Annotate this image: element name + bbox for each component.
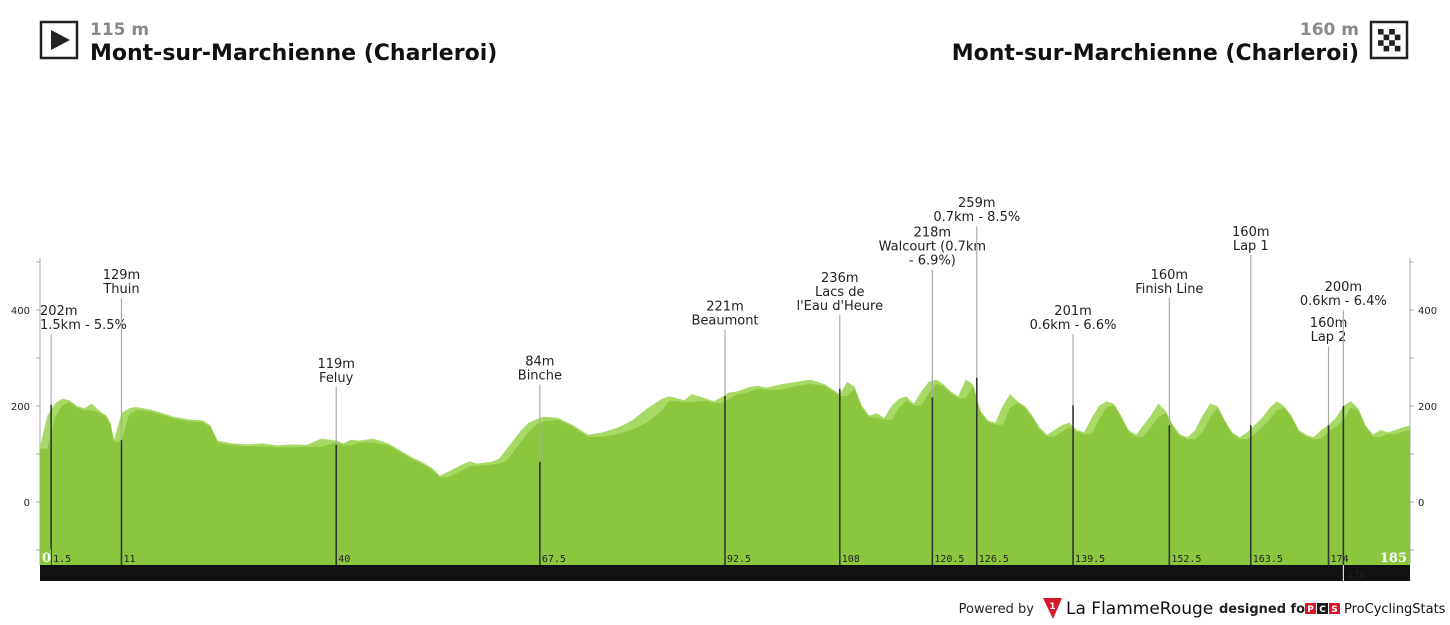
km-start-box xyxy=(40,549,51,565)
marker-label: 0.7km - 8.5% xyxy=(933,210,1020,225)
powered-by-text: Powered by xyxy=(959,602,1035,617)
marker-label: - 6.9%) xyxy=(909,253,956,268)
checker-square xyxy=(1394,45,1401,52)
km-label: 108 xyxy=(842,554,860,565)
marker-label: 221m xyxy=(706,299,743,314)
km-label: 185 xyxy=(1380,551,1407,566)
distance-bar: 0 1.5 11 40 67.5 92.5 108 120.5 126.5 139.5 152.5 1… xyxy=(40,549,1410,581)
pcs-logo-letter: C xyxy=(1319,605,1326,615)
procyclingstats-name: ProCyclingStats xyxy=(1344,602,1446,617)
marker-label: Lap 1 xyxy=(1233,239,1269,254)
km-label: 126.5 xyxy=(979,554,1009,565)
marker-label: Beaumont xyxy=(691,313,758,328)
km-label: 120.5 xyxy=(934,554,964,565)
marker-label: Walcourt (0.7km xyxy=(879,239,986,254)
pcs-logo-letter: S xyxy=(1331,605,1337,615)
marker-label: 202m xyxy=(40,304,77,319)
marker-label: 160m xyxy=(1232,225,1269,240)
marker-label: 236m xyxy=(821,271,858,286)
marker-label: Feluy xyxy=(319,371,354,386)
flamme-rouge-brand: La FlammeRouge xyxy=(1066,599,1213,619)
footer: Powered by 1 La FlammeRouge designed for… xyxy=(959,598,1446,619)
checker-square xyxy=(1383,34,1390,41)
finish-location: Mont-sur-Marchienne (Charleroi) xyxy=(952,41,1359,66)
pcs-logo-letter: P xyxy=(1307,605,1314,615)
start-location: Mont-sur-Marchienne (Charleroi) xyxy=(90,41,497,66)
marker-label: 201m xyxy=(1054,304,1091,319)
km-label: 152.5 xyxy=(1171,554,1201,565)
start-flag-icon xyxy=(39,20,79,60)
km-label: 174 xyxy=(1331,554,1349,565)
marker-label: Lacs de xyxy=(815,285,865,300)
y-tick-label-left: 0 xyxy=(24,498,30,509)
designed-for-text: designed for xyxy=(1219,602,1312,617)
marker-label: 160m xyxy=(1151,268,1188,283)
marker-label: Lap 2 xyxy=(1311,330,1347,345)
marker-label: l'Eau d'Heure xyxy=(796,299,883,314)
pcs-logo-box xyxy=(1317,603,1328,614)
y-tick-label-left: 400 xyxy=(11,306,30,317)
marker-label: Finish Line xyxy=(1135,282,1203,297)
marker-label: Binche xyxy=(518,369,562,384)
km-label: 139.5 xyxy=(1075,554,1105,565)
checker-square xyxy=(1394,34,1401,41)
start-altitude: 115 m xyxy=(90,20,149,40)
km-label: 40 xyxy=(338,554,350,565)
checker-square xyxy=(1389,29,1395,35)
km-label: 1.5 xyxy=(53,554,71,565)
marker-label: 0.6km - 6.6% xyxy=(1030,318,1117,333)
svg-text:1: 1 xyxy=(1049,602,1055,612)
start-header: 115 m Mont-sur-Marchienne (Charleroi) xyxy=(39,20,497,66)
checker-square xyxy=(1383,45,1390,52)
play-triangle-icon xyxy=(51,30,70,50)
marker-label: 200m xyxy=(1325,280,1362,295)
flamme-rouge-logo: 1 xyxy=(1043,598,1062,619)
marker-label: Thuin xyxy=(102,282,139,297)
km-label: 67.5 xyxy=(542,554,566,565)
marker-label: 218m xyxy=(914,225,951,240)
marker-label: 160m xyxy=(1310,316,1347,331)
checker-square xyxy=(1389,40,1395,46)
km-label: 163.5 xyxy=(1253,554,1283,565)
pcs-logo-box xyxy=(1305,603,1316,614)
finish-altitude: 160 m xyxy=(1300,20,1359,40)
marker-label: 259m xyxy=(958,196,995,211)
marker-label: 119m xyxy=(317,357,354,372)
marker-label: 84m xyxy=(525,355,554,370)
km-label: 92.5 xyxy=(727,554,751,565)
checkered-flag-icon xyxy=(1378,29,1401,52)
marker-label: 1.5km - 5.5% xyxy=(40,318,127,333)
y-tick-label-right: 0 xyxy=(1418,498,1424,509)
marker-label: 0.6km - 6.4% xyxy=(1300,294,1387,309)
lap-marker-label: 176 xyxy=(1347,570,1365,581)
y-tick-label-right: 400 xyxy=(1418,306,1437,317)
km-label: 0 xyxy=(42,551,51,566)
y-tick-label-left: 200 xyxy=(11,402,30,413)
marker-label: 129m xyxy=(103,268,140,283)
checker-square xyxy=(1378,40,1384,46)
distance-bar-fill xyxy=(40,565,1410,581)
checker-square xyxy=(1378,29,1384,35)
y-tick-label-right: 200 xyxy=(1418,402,1437,413)
km-label: 11 xyxy=(123,554,135,565)
pcs-logo-box xyxy=(1329,603,1340,614)
finish-header: 160 m Mont-sur-Marchienne (Charleroi) xyxy=(952,20,1409,66)
